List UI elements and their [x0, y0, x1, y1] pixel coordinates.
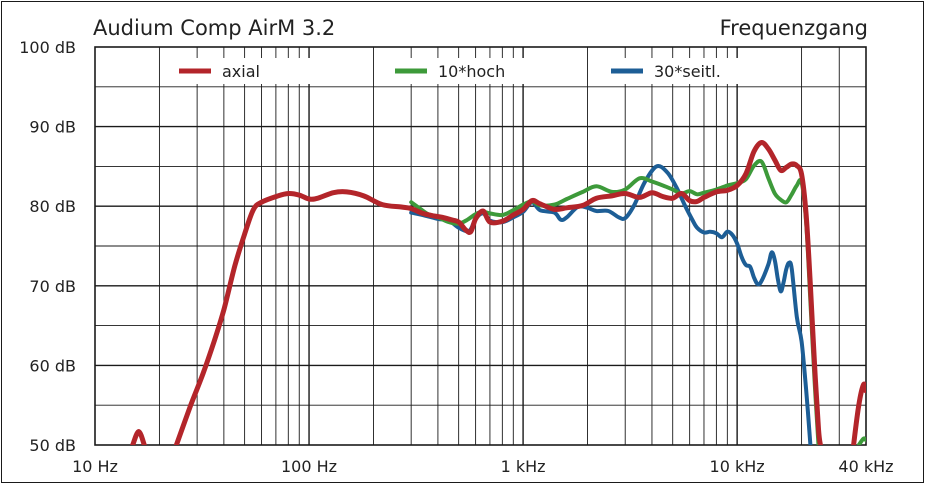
plot-area-border: [94, 46, 867, 446]
y-tick-label: 60 dB: [29, 356, 76, 375]
y-tick-label: 100 dB: [19, 38, 76, 57]
series-line-30-seitl: [409, 164, 813, 445]
x-tick-label: 10 kHz: [710, 457, 765, 476]
legend-label-10-hoch: 10*hoch: [438, 62, 505, 81]
x-tick-label: 40 kHz: [838, 457, 893, 476]
series-line-axial: [130, 140, 866, 445]
x-tick-label: 1 kHz: [501, 457, 546, 476]
y-tick-label: 80 dB: [29, 197, 76, 216]
y-tick-label: 50 dB: [29, 436, 76, 455]
chart-title: Audium Comp AirM 3.2: [93, 16, 335, 40]
x-tick-label: 100 Hz: [281, 457, 337, 476]
y-tick-label: 70 dB: [29, 277, 76, 296]
legend-label-30-seitl: 30*seitl.: [654, 62, 721, 81]
chart-subtitle: Frequenzgang: [720, 16, 868, 40]
chart-grid: [95, 47, 866, 445]
legend: axial 10*hoch 30*seitl.: [175, 58, 771, 84]
axis-tick-labels: 50 dB 60 dB 70 dB 80 dB 90 dB 100 dB 10 Hz 100 …: [19, 38, 893, 476]
y-tick-label: 90 dB: [29, 118, 76, 137]
legend-label-axial: axial: [222, 62, 260, 81]
series-line-10-hoch: [409, 158, 866, 445]
curves: [130, 140, 866, 445]
x-tick-label: 10 Hz: [72, 457, 118, 476]
